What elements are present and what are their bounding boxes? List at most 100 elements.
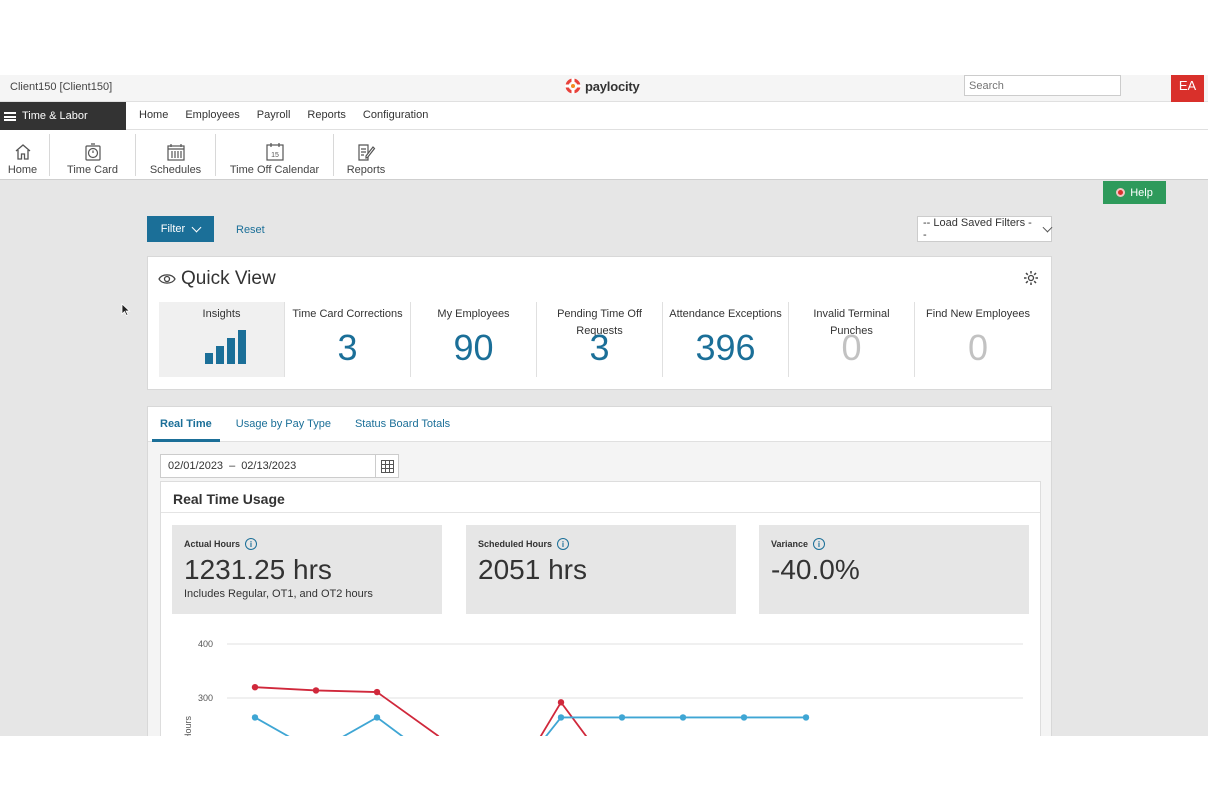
card-label: Invalid Terminal Punches <box>813 308 890 337</box>
quick-view-card-pending-time-off[interactable]: Pending Time Off Requests 3 <box>537 302 663 377</box>
date-start: 02/01/2023 <box>168 460 224 472</box>
card-label: My Employees <box>437 308 510 320</box>
real-time-usage-title: Real Time Usage <box>173 491 285 507</box>
home-icon <box>15 144 30 160</box>
quick-view-card-invalid-terminal-punches[interactable]: Invalid Terminal Punches 0 <box>789 302 915 377</box>
card-value: 0 <box>967 327 989 368</box>
calendar-button[interactable] <box>375 455 398 477</box>
stat-subtext: Includes Regular, OT1, and OT2 hours <box>184 588 373 600</box>
calendar-icon: 15 <box>265 143 284 161</box>
help-label: Help <box>1130 186 1153 199</box>
filter-button[interactable]: Filter <box>147 216 214 242</box>
client-name: Client150 [Client150] <box>10 81 113 93</box>
stat-actual-hours: Actual Hours i 1231.25 hrs Includes Regul… <box>172 525 442 614</box>
mouse-cursor-icon <box>121 303 131 317</box>
card-label: Find New Employees <box>926 308 1030 320</box>
quick-view-card-attendance-exceptions[interactable]: Attendance Exceptions 396 <box>663 302 789 377</box>
real-time-usage-card: Real Time Usage Actual Hours i 1231.25 hr… <box>160 481 1041 736</box>
card-value: 90 <box>453 327 494 368</box>
report-edit-icon <box>358 144 376 161</box>
divider <box>161 512 1040 513</box>
toolbar-time-card[interactable]: Time Card <box>50 134 136 176</box>
top-nav: Home Employees Payroll Reports Configura… <box>139 109 428 121</box>
toolbar-time-off-calendar[interactable]: 15 Time Off Calendar <box>216 134 334 176</box>
quick-view-title-text: Quick View <box>181 268 276 289</box>
data-point[interactable] <box>740 714 748 721</box>
stat-label: Scheduled Hours i <box>478 538 570 550</box>
load-saved-filters-select[interactable]: -- Load Saved Filters -- <box>917 216 1053 242</box>
quick-view-card-find-new-employees[interactable]: Find New Employees 0 <box>915 302 1041 377</box>
quick-view-card-insights[interactable]: Insights <box>159 302 285 377</box>
brand-logo[interactable]: paylocity <box>565 78 640 94</box>
data-point[interactable] <box>679 714 687 721</box>
card-label: Insights <box>202 308 241 320</box>
info-icon[interactable]: i <box>245 538 258 550</box>
chevron-down-icon <box>1042 222 1053 232</box>
tab-real-time[interactable]: Real Time <box>152 407 220 442</box>
date-range-input[interactable]: 02/01/2023 – 02/13/2023 <box>160 454 399 478</box>
top-bar: Client150 [Client150] paylocity EA <box>0 75 1208 102</box>
tab-usage-by-pay-type[interactable]: Usage by Pay Type <box>235 418 331 430</box>
quick-view-cards: Insights Time Card Corrections 3 My Empl… <box>159 302 1041 377</box>
data-point[interactable] <box>802 714 810 721</box>
y-axis-label: Hours <box>183 715 193 736</box>
card-label: Time Card Corrections <box>292 308 403 320</box>
stopwatch-icon <box>84 143 101 161</box>
gear-icon[interactable] <box>1023 270 1039 286</box>
reset-link[interactable]: Reset <box>236 224 265 236</box>
card-value: 3 <box>337 327 358 368</box>
toolbar-home-label: Home <box>7 164 38 176</box>
data-point[interactable] <box>373 714 381 721</box>
toolbar-schedules-label: Schedules <box>149 164 202 176</box>
help-button[interactable]: Help <box>1103 181 1166 204</box>
schedule-grid-icon <box>166 144 185 161</box>
quick-view-card-time-card-corrections[interactable]: Time Card Corrections 3 <box>285 302 411 377</box>
stat-variance: Variance i -40.0% <box>759 525 1029 614</box>
load-saved-filters-value: -- Load Saved Filters -- <box>923 217 1032 241</box>
quick-view-panel: Quick View Insights Time Card Correction… <box>147 256 1052 390</box>
stat-label-text: Actual Hours <box>184 539 241 549</box>
filter-label: Filter <box>160 223 186 235</box>
nav-home[interactable]: Home <box>139 109 169 121</box>
eye-icon <box>158 274 176 284</box>
calendar-grid-icon <box>380 459 394 473</box>
quick-view-title: Quick View <box>158 268 276 290</box>
help-icon <box>1116 188 1126 197</box>
data-point[interactable] <box>618 714 626 721</box>
stat-value: -40.0% <box>771 554 860 585</box>
nav-payroll[interactable]: Payroll <box>256 109 291 121</box>
data-point[interactable] <box>251 714 259 721</box>
search-input[interactable] <box>964 75 1121 96</box>
toolbar-reports[interactable]: Reports <box>334 134 398 176</box>
toolbar-schedules[interactable]: Schedules <box>136 134 216 176</box>
nav-reports[interactable]: Reports <box>307 109 346 121</box>
stat-label-text: Variance <box>771 539 809 549</box>
data-point[interactable] <box>557 714 565 721</box>
tab-status-board-totals[interactable]: Status Board Totals <box>354 418 451 430</box>
module-label: Time & Labor <box>22 110 88 122</box>
insights-bar-chart-icon <box>205 330 246 364</box>
data-point[interactable] <box>557 699 565 706</box>
usage-panel: Real Time Usage by Pay Type Status Board… <box>147 406 1052 736</box>
module-menu-button[interactable]: Time & Labor <box>0 102 126 130</box>
brand-name: paylocity <box>585 78 640 94</box>
quick-view-card-my-employees[interactable]: My Employees 90 <box>411 302 537 377</box>
series-line-1 <box>254 716 806 736</box>
toolbar-home[interactable]: Home <box>0 134 50 176</box>
paylocity-logo-icon <box>565 78 581 94</box>
app-viewport: Client150 [Client150] paylocity EA Time … <box>0 75 1208 736</box>
avatar[interactable]: EA <box>1171 75 1204 102</box>
toolbar-time-card-label: Time Card <box>67 164 118 176</box>
chevron-down-icon <box>191 222 202 232</box>
data-point[interactable] <box>251 684 259 691</box>
card-label: Attendance Exceptions <box>669 308 782 320</box>
card-value: 0 <box>841 327 862 368</box>
info-icon[interactable]: i <box>557 538 570 550</box>
data-point[interactable] <box>373 688 381 696</box>
nav-employees[interactable]: Employees <box>185 109 240 121</box>
nav-configuration[interactable]: Configuration <box>362 109 429 121</box>
info-icon[interactable]: i <box>813 538 826 550</box>
date-separator: – <box>229 460 236 472</box>
card-value: 3 <box>589 327 610 368</box>
data-point[interactable] <box>312 687 320 694</box>
